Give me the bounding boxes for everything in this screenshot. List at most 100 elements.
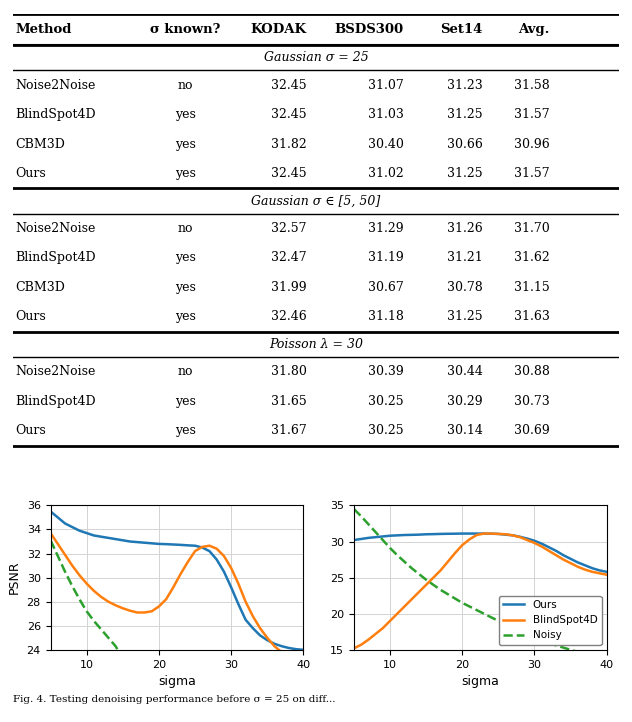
BlindSpot4D [480, 529, 488, 538]
Text: yes: yes [175, 108, 196, 121]
BlindSpot4D [596, 569, 604, 578]
Text: 31.21: 31.21 [447, 251, 483, 264]
Text: 30.40: 30.40 [368, 138, 404, 151]
BlindSpot4D [588, 567, 596, 576]
Ours [588, 564, 596, 573]
Ours [444, 529, 452, 538]
Text: 30.29: 30.29 [447, 395, 483, 408]
Text: BSDS300: BSDS300 [335, 23, 404, 36]
BlindSpot4D [415, 588, 423, 596]
Text: 31.80: 31.80 [271, 365, 307, 378]
Ours [357, 534, 365, 543]
Ours [401, 531, 408, 539]
Ours [531, 536, 538, 545]
Noisy [574, 648, 581, 656]
BlindSpot4D [350, 644, 358, 653]
Text: Set14: Set14 [441, 23, 483, 36]
BlindSpot4D [559, 555, 567, 564]
Ours [559, 551, 567, 560]
Text: KODAK: KODAK [251, 23, 307, 36]
Line: Ours: Ours [354, 534, 607, 572]
Noisy [523, 630, 531, 639]
Ours [365, 534, 372, 542]
BlindSpot4D [466, 535, 473, 544]
Text: Noise2Noise: Noise2Noise [16, 365, 96, 378]
Text: 31.03: 31.03 [368, 108, 404, 121]
Text: BlindSpot4D: BlindSpot4D [16, 108, 96, 121]
Ours [350, 536, 358, 544]
BlindSpot4D [422, 580, 430, 589]
Noisy [444, 590, 452, 599]
Noisy [567, 645, 574, 654]
Text: BlindSpot4D: BlindSpot4D [16, 251, 96, 264]
Noisy [552, 641, 560, 650]
Text: Gaussian σ ∈ [5, 50]: Gaussian σ ∈ [5, 50] [252, 194, 380, 207]
Text: 31.67: 31.67 [271, 425, 307, 438]
Ours [451, 529, 459, 538]
BlindSpot4D [401, 602, 408, 611]
Noisy [372, 528, 379, 536]
Text: 30.67: 30.67 [368, 281, 404, 294]
Noisy [422, 575, 430, 584]
Text: BlindSpot4D: BlindSpot4D [16, 395, 96, 408]
Ours [567, 554, 574, 563]
Noisy [559, 643, 567, 652]
Noisy [516, 627, 524, 636]
Text: 30.44: 30.44 [447, 365, 483, 378]
Text: yes: yes [175, 395, 196, 408]
Noisy [466, 602, 473, 611]
Legend: Ours, BlindSpot4D, Noisy: Ours, BlindSpot4D, Noisy [499, 596, 602, 645]
Text: 31.18: 31.18 [368, 310, 404, 323]
Ours [466, 529, 473, 538]
Ours [523, 534, 531, 543]
BlindSpot4D [603, 570, 611, 579]
Text: 31.70: 31.70 [514, 222, 550, 235]
Text: no: no [178, 365, 193, 378]
Noisy [379, 536, 387, 544]
Text: 32.45: 32.45 [271, 79, 307, 92]
Noisy [401, 557, 408, 566]
Text: 31.57: 31.57 [514, 108, 550, 121]
Text: Method: Method [16, 23, 72, 36]
BlindSpot4D [574, 562, 581, 571]
Ours [596, 566, 604, 575]
Text: Noise2Noise: Noise2Noise [16, 222, 96, 235]
BlindSpot4D [545, 547, 553, 555]
Text: 32.45: 32.45 [271, 108, 307, 121]
Ours [487, 529, 495, 538]
Line: BlindSpot4D: BlindSpot4D [354, 534, 607, 648]
Text: 31.25: 31.25 [447, 108, 483, 121]
Text: 31.15: 31.15 [514, 281, 550, 294]
Text: Ours: Ours [16, 167, 46, 180]
BlindSpot4D [372, 630, 379, 638]
BlindSpot4D [581, 565, 589, 574]
Text: σ known?: σ known? [150, 23, 221, 36]
Text: 30.96: 30.96 [514, 138, 550, 151]
Text: Gaussian σ = 25: Gaussian σ = 25 [264, 51, 368, 64]
Text: 30.66: 30.66 [447, 138, 483, 151]
BlindSpot4D [531, 539, 538, 547]
BlindSpot4D [567, 559, 574, 567]
Ours [422, 530, 430, 539]
Text: CBM3D: CBM3D [16, 281, 66, 294]
Text: 31.25: 31.25 [447, 167, 483, 180]
Text: 30.25: 30.25 [368, 425, 404, 438]
X-axis label: sigma: sigma [461, 675, 499, 688]
Ours [574, 558, 581, 567]
Text: 31.29: 31.29 [368, 222, 404, 235]
Text: yes: yes [175, 425, 196, 438]
Ours [473, 529, 480, 538]
Text: 30.25: 30.25 [368, 395, 404, 408]
Noisy [531, 633, 538, 642]
Text: 31.25: 31.25 [447, 310, 483, 323]
Text: 30.88: 30.88 [514, 365, 550, 378]
Noisy [588, 652, 596, 661]
Text: 31.63: 31.63 [514, 310, 550, 323]
BlindSpot4D [509, 531, 516, 539]
Noisy [386, 544, 394, 552]
Text: Fig. 4. Testing denoising performance before σ = 25 on diff...: Fig. 4. Testing denoising performance be… [13, 695, 335, 704]
Ours [379, 532, 387, 541]
Ours [437, 529, 444, 538]
Noisy [408, 564, 415, 573]
Noisy [502, 620, 509, 629]
